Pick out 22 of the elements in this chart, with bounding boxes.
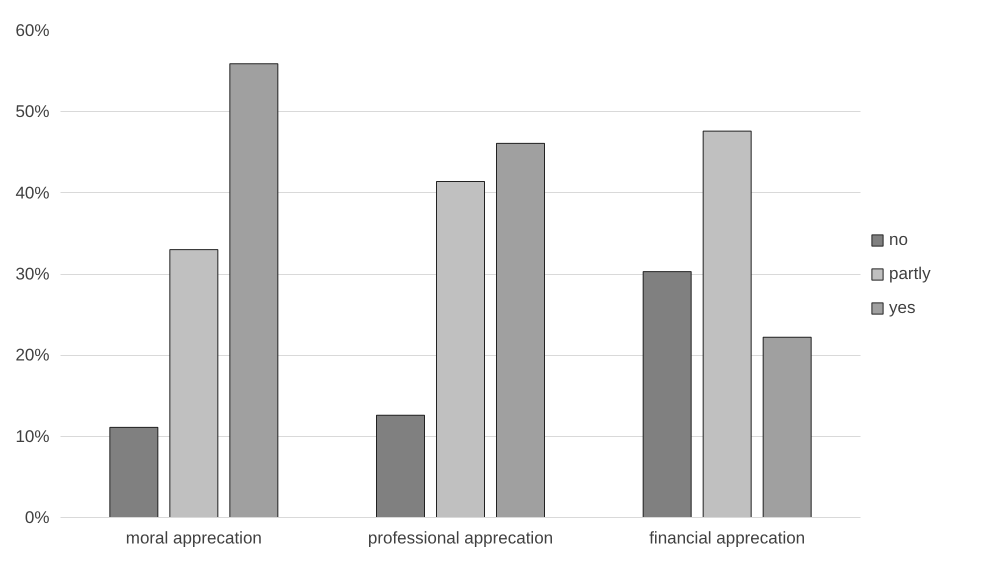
y-tick-label: 30% [15,264,50,284]
bar [229,63,278,518]
y-tick-label: 10% [15,426,50,446]
bar [436,180,485,518]
legend-label: partly [889,264,931,284]
x-tick-label: professional apprecation [368,528,554,548]
legend-label: yes [889,298,916,318]
bar [109,426,158,518]
x-tick-label: financial apprecation [649,528,806,548]
y-tick-label: 60% [15,21,50,40]
bar [762,336,812,518]
bar [376,414,425,518]
y-tick-label: 20% [15,346,50,365]
y-tick-label: 50% [15,102,50,122]
bar [169,249,218,518]
bar [702,130,752,518]
y-tick-label: 0% [24,508,50,527]
bar [642,271,692,518]
x-tick-label: moral apprecation [126,528,262,548]
bar [496,142,545,518]
y-tick-label: 40% [15,183,50,202]
legend-label: no [889,230,909,250]
